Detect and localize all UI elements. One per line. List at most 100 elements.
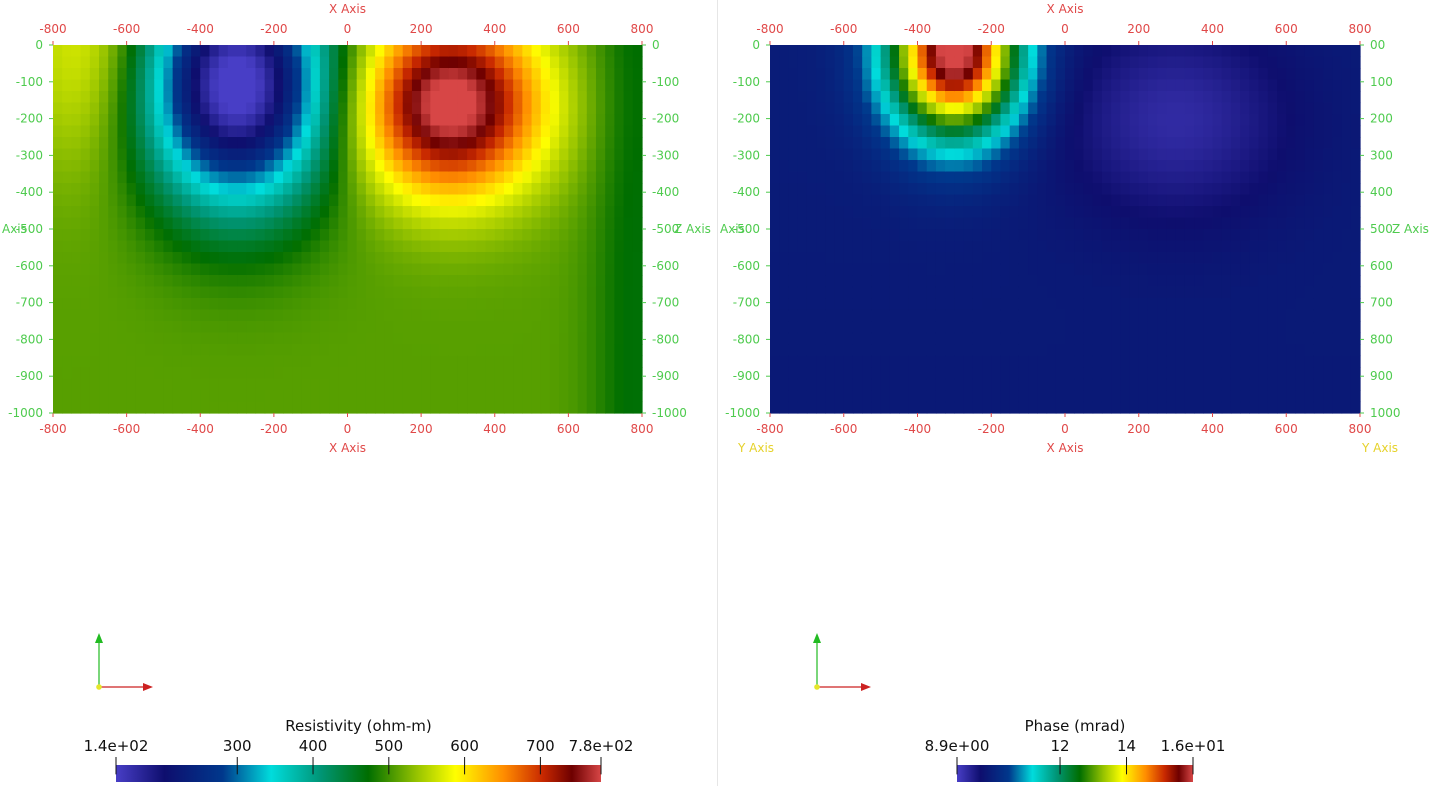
x-tick-label-bottom: -200: [978, 422, 1005, 436]
heatmap-cell: [246, 68, 257, 81]
heatmap-cell: [1286, 263, 1297, 276]
heatmap-cell: [513, 367, 523, 380]
heatmap-cell: [393, 125, 404, 138]
heatmap-cell: [1332, 183, 1343, 196]
heatmap-cell: [209, 378, 220, 391]
heatmap-cell: [365, 355, 376, 368]
heatmap-cell: [1055, 240, 1066, 253]
heatmap-cell: [476, 45, 487, 58]
heatmap-cell: [1157, 68, 1168, 81]
heatmap-cell: [549, 390, 560, 403]
heatmap-cell: [200, 160, 211, 173]
heatmap-cell: [1009, 229, 1020, 242]
heatmap-cell: [71, 240, 82, 253]
heatmap-cell: [540, 171, 551, 184]
phase-view[interactable]: -800 -800 -600 -600 -400 -400 -200 -200 0 0 200 200…: [718, 0, 1434, 786]
heatmap-cell: [145, 309, 155, 322]
heatmap-cell: [191, 275, 201, 288]
heatmap-cell: [375, 206, 385, 219]
heatmap-cell: [834, 298, 845, 311]
heatmap-cell: [797, 321, 808, 334]
heatmap-cell: [172, 148, 183, 161]
heatmap-cell: [549, 309, 560, 322]
heatmap-cell: [191, 298, 201, 311]
heatmap-cell: [301, 275, 312, 288]
heatmap-cell: [301, 332, 312, 345]
view-divider[interactable]: [717, 0, 718, 786]
heatmap-cell: [908, 367, 919, 380]
heatmap-cell: [292, 125, 303, 138]
heatmap-cell: [1101, 252, 1112, 265]
heatmap-cell: [485, 217, 496, 230]
heatmap-cell: [825, 263, 836, 276]
heatmap-cell: [421, 229, 431, 242]
heatmap-cell: [991, 160, 1002, 173]
heatmap-cell: [1277, 378, 1287, 391]
heatmap-cell: [1074, 263, 1085, 276]
heatmap-cell: [1249, 390, 1260, 403]
heatmap-cell: [1277, 183, 1287, 196]
heatmap-cell: [1258, 321, 1269, 334]
heatmap-cell: [1046, 355, 1057, 368]
heatmap-cell: [62, 194, 72, 207]
heatmap-cell: [1267, 91, 1278, 104]
heatmap-cell: [871, 114, 882, 127]
heatmap-cell: [237, 114, 247, 127]
heatmap-cell: [972, 183, 983, 196]
heatmap-cell: [1101, 275, 1112, 288]
heatmap-cell: [1295, 378, 1306, 391]
heatmap-cell: [1028, 378, 1038, 391]
heatmap-cell: [476, 68, 487, 81]
heatmap-cell: [614, 275, 625, 288]
heatmap-cell: [1194, 263, 1204, 276]
heatmap-cell: [1203, 286, 1214, 299]
heatmap-cell: [1341, 56, 1352, 69]
heatmap-cell: [935, 217, 946, 230]
heatmap-cell: [770, 171, 780, 184]
heatmap-cell: [457, 367, 468, 380]
heatmap-cell: [531, 390, 542, 403]
heatmap-cell: [1304, 68, 1315, 81]
heatmap-cell: [954, 321, 965, 334]
heatmap-cell: [1323, 321, 1333, 334]
heatmap-cell: [356, 125, 367, 138]
heatmap-cell: [338, 183, 349, 196]
heatmap-cell: [1350, 206, 1361, 219]
heatmap-cell: [457, 79, 468, 92]
heatmap-cell: [356, 263, 367, 276]
heatmap-cell: [218, 252, 229, 265]
heatmap-cell: [467, 114, 477, 127]
heatmap-cell: [163, 390, 174, 403]
heatmap-cell: [448, 275, 459, 288]
heatmap-cell: [310, 56, 321, 69]
heatmap-cell: [338, 378, 349, 391]
heatmap-cell: [899, 286, 909, 299]
heatmap-cell: [283, 252, 293, 265]
heatmap-cell: [806, 367, 817, 380]
heatmap-cell: [559, 148, 569, 161]
heatmap-cell: [1101, 114, 1112, 127]
heatmap-cell: [494, 263, 505, 276]
heatmap-cell: [246, 263, 257, 276]
heatmap-cell: [191, 355, 201, 368]
heatmap-cell: [1037, 194, 1048, 207]
heatmap-cell: [632, 171, 643, 184]
heatmap-cell: [991, 275, 1002, 288]
heatmap-cell: [448, 263, 459, 276]
heatmap-cell: [825, 160, 836, 173]
heatmap-cell: [982, 102, 992, 115]
heatmap-cell: [99, 56, 109, 69]
heatmap-cell: [181, 367, 192, 380]
heatmap-cell: [605, 252, 615, 265]
heatmap-cell: [540, 125, 551, 138]
resistivity-view[interactable]: -800 -800 -600 -600 -400 -400 -200 -200 0 0 200 200…: [0, 0, 717, 786]
heatmap-cell: [283, 68, 293, 81]
heatmap-cell: [467, 160, 477, 173]
heatmap-cell: [871, 102, 882, 115]
heatmap-cell: [1000, 194, 1011, 207]
heatmap-cell: [1138, 355, 1149, 368]
heatmap-cell: [1350, 148, 1361, 161]
heatmap-cell: [485, 240, 496, 253]
heatmap-cell: [549, 367, 560, 380]
heatmap-cell: [843, 183, 854, 196]
